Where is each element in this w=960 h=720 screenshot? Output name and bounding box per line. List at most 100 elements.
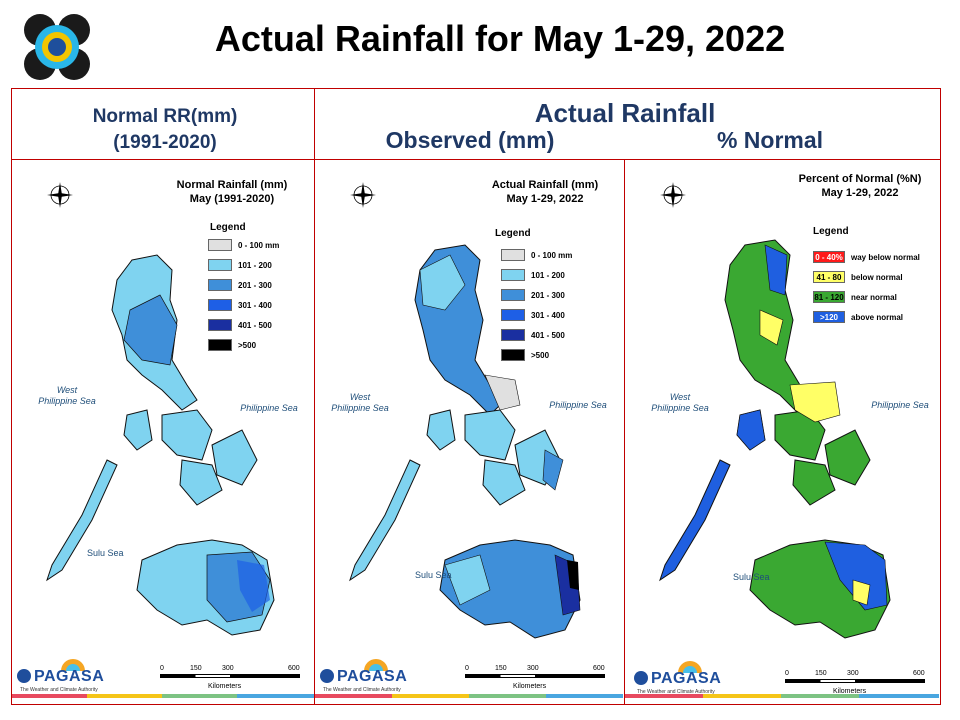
pagasa-emblem-icon (17, 669, 31, 683)
percent-legend-title: Legend (813, 226, 849, 237)
scale-tick: 0 (785, 670, 789, 677)
brand-stripe (237, 694, 314, 698)
legend-item: 0 - 40% way below normal (813, 250, 920, 264)
legend-label: below normal (851, 272, 903, 282)
legend-item: >120 above normal (813, 310, 903, 324)
legend-swatch (208, 259, 232, 271)
west-sea-line2: Philippine Sea (331, 403, 389, 413)
scale-tick: 0 (160, 665, 164, 672)
scale-tick: 600 (593, 665, 605, 672)
legend-label: above normal (851, 312, 904, 322)
actual-rainfall-map: Actual Rainfall (mm) May 1-29, 2022 Lege… (315, 160, 623, 704)
legend-label: 301 - 400 (531, 310, 565, 320)
brand-stripe (625, 694, 703, 698)
scale-unit: Kilometers (513, 683, 547, 690)
pagasa-emblem-icon (634, 671, 648, 685)
scale-bar: 0 150 300 600 Kilometers (160, 665, 310, 695)
scale-tick: 150 (190, 665, 202, 672)
pagasa-wordmark: PAGASA (337, 668, 408, 685)
philippine-sea-label: Philippine Sea (549, 400, 607, 410)
actual-map-title-line2: May 1-29, 2022 (506, 193, 584, 205)
palawan-island (349, 459, 421, 582)
legend-label: way below normal (851, 252, 920, 262)
legend-item: 201 - 300 (208, 278, 272, 292)
compass-icon (659, 181, 687, 209)
legend-label: 201 - 300 (531, 290, 565, 300)
pagasa-tagline: The Weather and Climate Authority (20, 687, 98, 693)
column-divider-1 (314, 88, 315, 705)
header-divider (11, 159, 941, 160)
philippine-sea-label: Philippine Sea (871, 400, 929, 410)
scale-bar: 0 150 300 600 Kilometers (785, 670, 935, 700)
actual-header: Actual Rainfall (534, 98, 716, 128)
legend-swatch (208, 339, 232, 351)
scale-tick: 300 (222, 665, 234, 672)
percent-map-svg (659, 181, 891, 639)
west-philippine-sea-label: West Philippine Sea (325, 392, 395, 414)
west-philippine-sea-label: West Philippine Sea (32, 385, 102, 407)
actual-legend-title: Legend (495, 228, 531, 239)
scale-unit: Kilometers (833, 688, 867, 695)
scale-tick: 600 (288, 665, 300, 672)
legend-label: 0 - 100 mm (238, 240, 280, 250)
philippine-sea-label: Philippine Sea (240, 403, 298, 413)
brand-stripe (392, 694, 469, 698)
normal-header-line1: Normal RR(mm) (92, 106, 238, 127)
brand-stripe (469, 694, 546, 698)
scale-bar-graphic (465, 674, 605, 678)
agency-logo (24, 14, 90, 80)
legend-swatch: 41 - 80 (813, 271, 845, 283)
normal-rainfall-map: Normal Rainfall (mm) May (1991-2020) Leg… (12, 160, 314, 704)
normal-map-title-line2: May (1991-2020) (189, 193, 275, 205)
legend-item: 41 - 80 below normal (813, 270, 903, 284)
scale-bar-graphic (785, 679, 925, 683)
rainbow-umbrella-icon (364, 659, 388, 671)
legend-swatch: >120 (813, 311, 845, 323)
normal-map-title: Normal Rainfall (mm) May (1991-2020) (167, 178, 297, 206)
brand-stripe (12, 694, 87, 698)
scale-bar-graphic (160, 674, 300, 678)
legend-swatch (501, 349, 525, 361)
legend-swatch (208, 239, 232, 251)
scale-tick: 300 (847, 670, 859, 677)
pagasa-logo: PAGASA The Weather and Climate Authority (633, 660, 721, 698)
legend-label: near normal (851, 292, 897, 302)
pagasa-tagline: The Weather and Climate Authority (323, 687, 401, 693)
legend-label: 401 - 500 (531, 330, 565, 340)
brand-stripe (315, 694, 392, 698)
observed-header: Observed (mm) (385, 127, 555, 153)
rainbow-umbrella-icon (61, 659, 85, 671)
west-sea-line2: Philippine Sea (38, 396, 96, 406)
legend-item: 81 - 120 near normal (813, 290, 897, 304)
brand-stripe (859, 694, 939, 698)
legend-item: 201 - 300 (501, 288, 565, 302)
brand-stripe (703, 694, 781, 698)
brand-stripe (162, 694, 237, 698)
palawan-island (659, 459, 731, 582)
west-sea-line1: West (56, 385, 78, 395)
normal-map-svg (46, 181, 275, 636)
scale-unit: Kilometers (208, 683, 242, 690)
table-frame (11, 88, 941, 705)
brand-stripe (87, 694, 162, 698)
pagasa-tagline: The Weather and Climate Authority (637, 689, 715, 695)
legend-item: 0 - 100 mm (208, 238, 279, 252)
legend-item: 101 - 200 (501, 268, 565, 282)
west-sea-line2: Philippine Sea (651, 403, 709, 413)
legend-swatch (501, 309, 525, 321)
legend-label: 101 - 200 (531, 270, 565, 280)
legend-item: >500 (501, 348, 549, 362)
percent-header: % Normal (716, 127, 824, 153)
legend-swatch (208, 299, 232, 311)
sulu-sea-label: Sulu Sea (733, 572, 770, 582)
visayas-islands (426, 409, 561, 506)
legend-swatch: 81 - 120 (813, 291, 845, 303)
legend-swatch (501, 329, 525, 341)
scale-tick: 600 (913, 670, 925, 677)
column-divider-2 (624, 159, 625, 705)
west-sea-line1: West (669, 392, 691, 402)
legend-swatch (501, 249, 525, 261)
legend-item: 401 - 500 (501, 328, 565, 342)
legend-item: >500 (208, 338, 256, 352)
legend-label: 201 - 300 (238, 280, 272, 290)
